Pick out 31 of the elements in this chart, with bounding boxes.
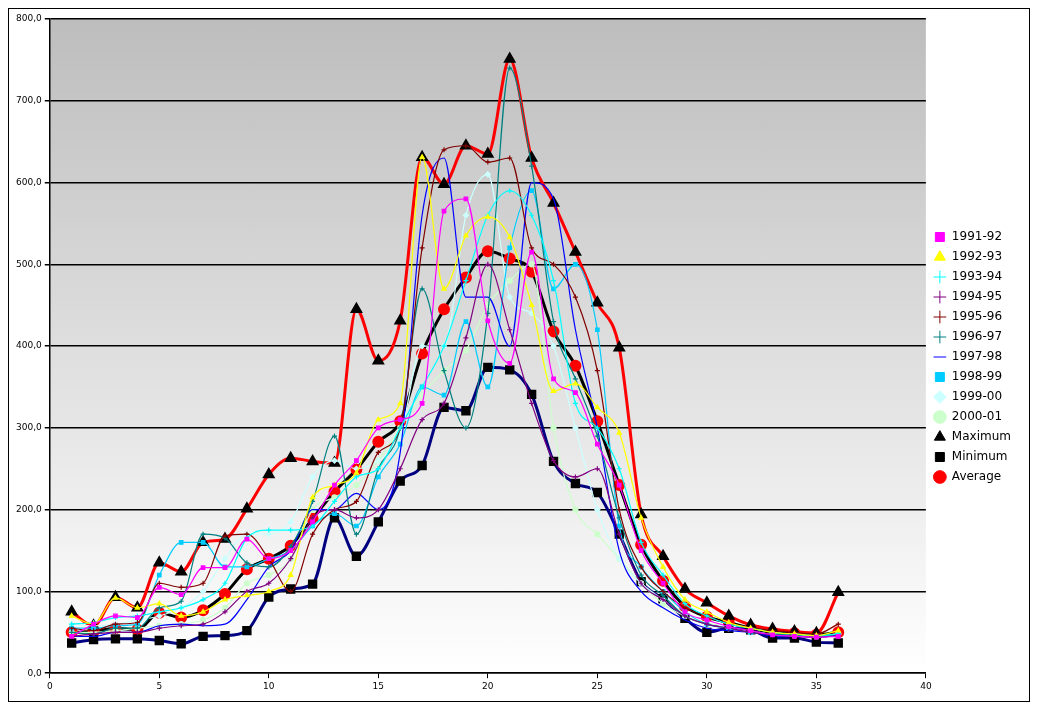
legend-label: 1998-99 — [951, 369, 1003, 384]
x-tick-label: 20 — [482, 680, 494, 691]
legend-label: 1992-93 — [951, 249, 1003, 264]
legend-label: Minimum — [951, 449, 1008, 464]
y-tick-label: 300,0 — [16, 422, 43, 433]
x-tick-label: 35 — [810, 680, 823, 691]
y-tick-label: 700,0 — [16, 95, 43, 106]
y-tick-label: 0,0 — [27, 667, 43, 678]
x-tick-label: 40 — [920, 680, 932, 691]
x-tick-label: 5 — [156, 680, 163, 691]
y-tick-label: 100,0 — [16, 585, 43, 596]
legend-label: Maximum — [951, 429, 1012, 444]
x-tick-label: 10 — [263, 680, 275, 691]
legend-label: 1995-96 — [951, 309, 1003, 324]
legend-label: 1996-97 — [951, 329, 1003, 344]
y-tick-label: 200,0 — [16, 503, 43, 514]
x-tick-label: 25 — [591, 680, 604, 691]
x-tick-label: 0 — [46, 680, 53, 691]
legend-label: 1994-95 — [951, 289, 1003, 304]
y-tick-label: 800,0 — [16, 13, 43, 24]
x-tick-label: 30 — [701, 680, 713, 691]
y-tick-label: 400,0 — [16, 340, 43, 351]
legend-label: 1993-94 — [951, 269, 1003, 284]
legend-label: 1991-92 — [951, 229, 1003, 244]
y-tick-label: 500,0 — [16, 258, 43, 269]
x-tick-label: 15 — [372, 680, 385, 691]
legend-label: 2000-01 — [951, 409, 1003, 424]
legend-label: 1999-00 — [951, 389, 1003, 404]
legend-label: 1997-98 — [951, 349, 1003, 364]
legend-label: Average — [951, 469, 1002, 484]
y-tick-label: 600,0 — [16, 176, 43, 187]
